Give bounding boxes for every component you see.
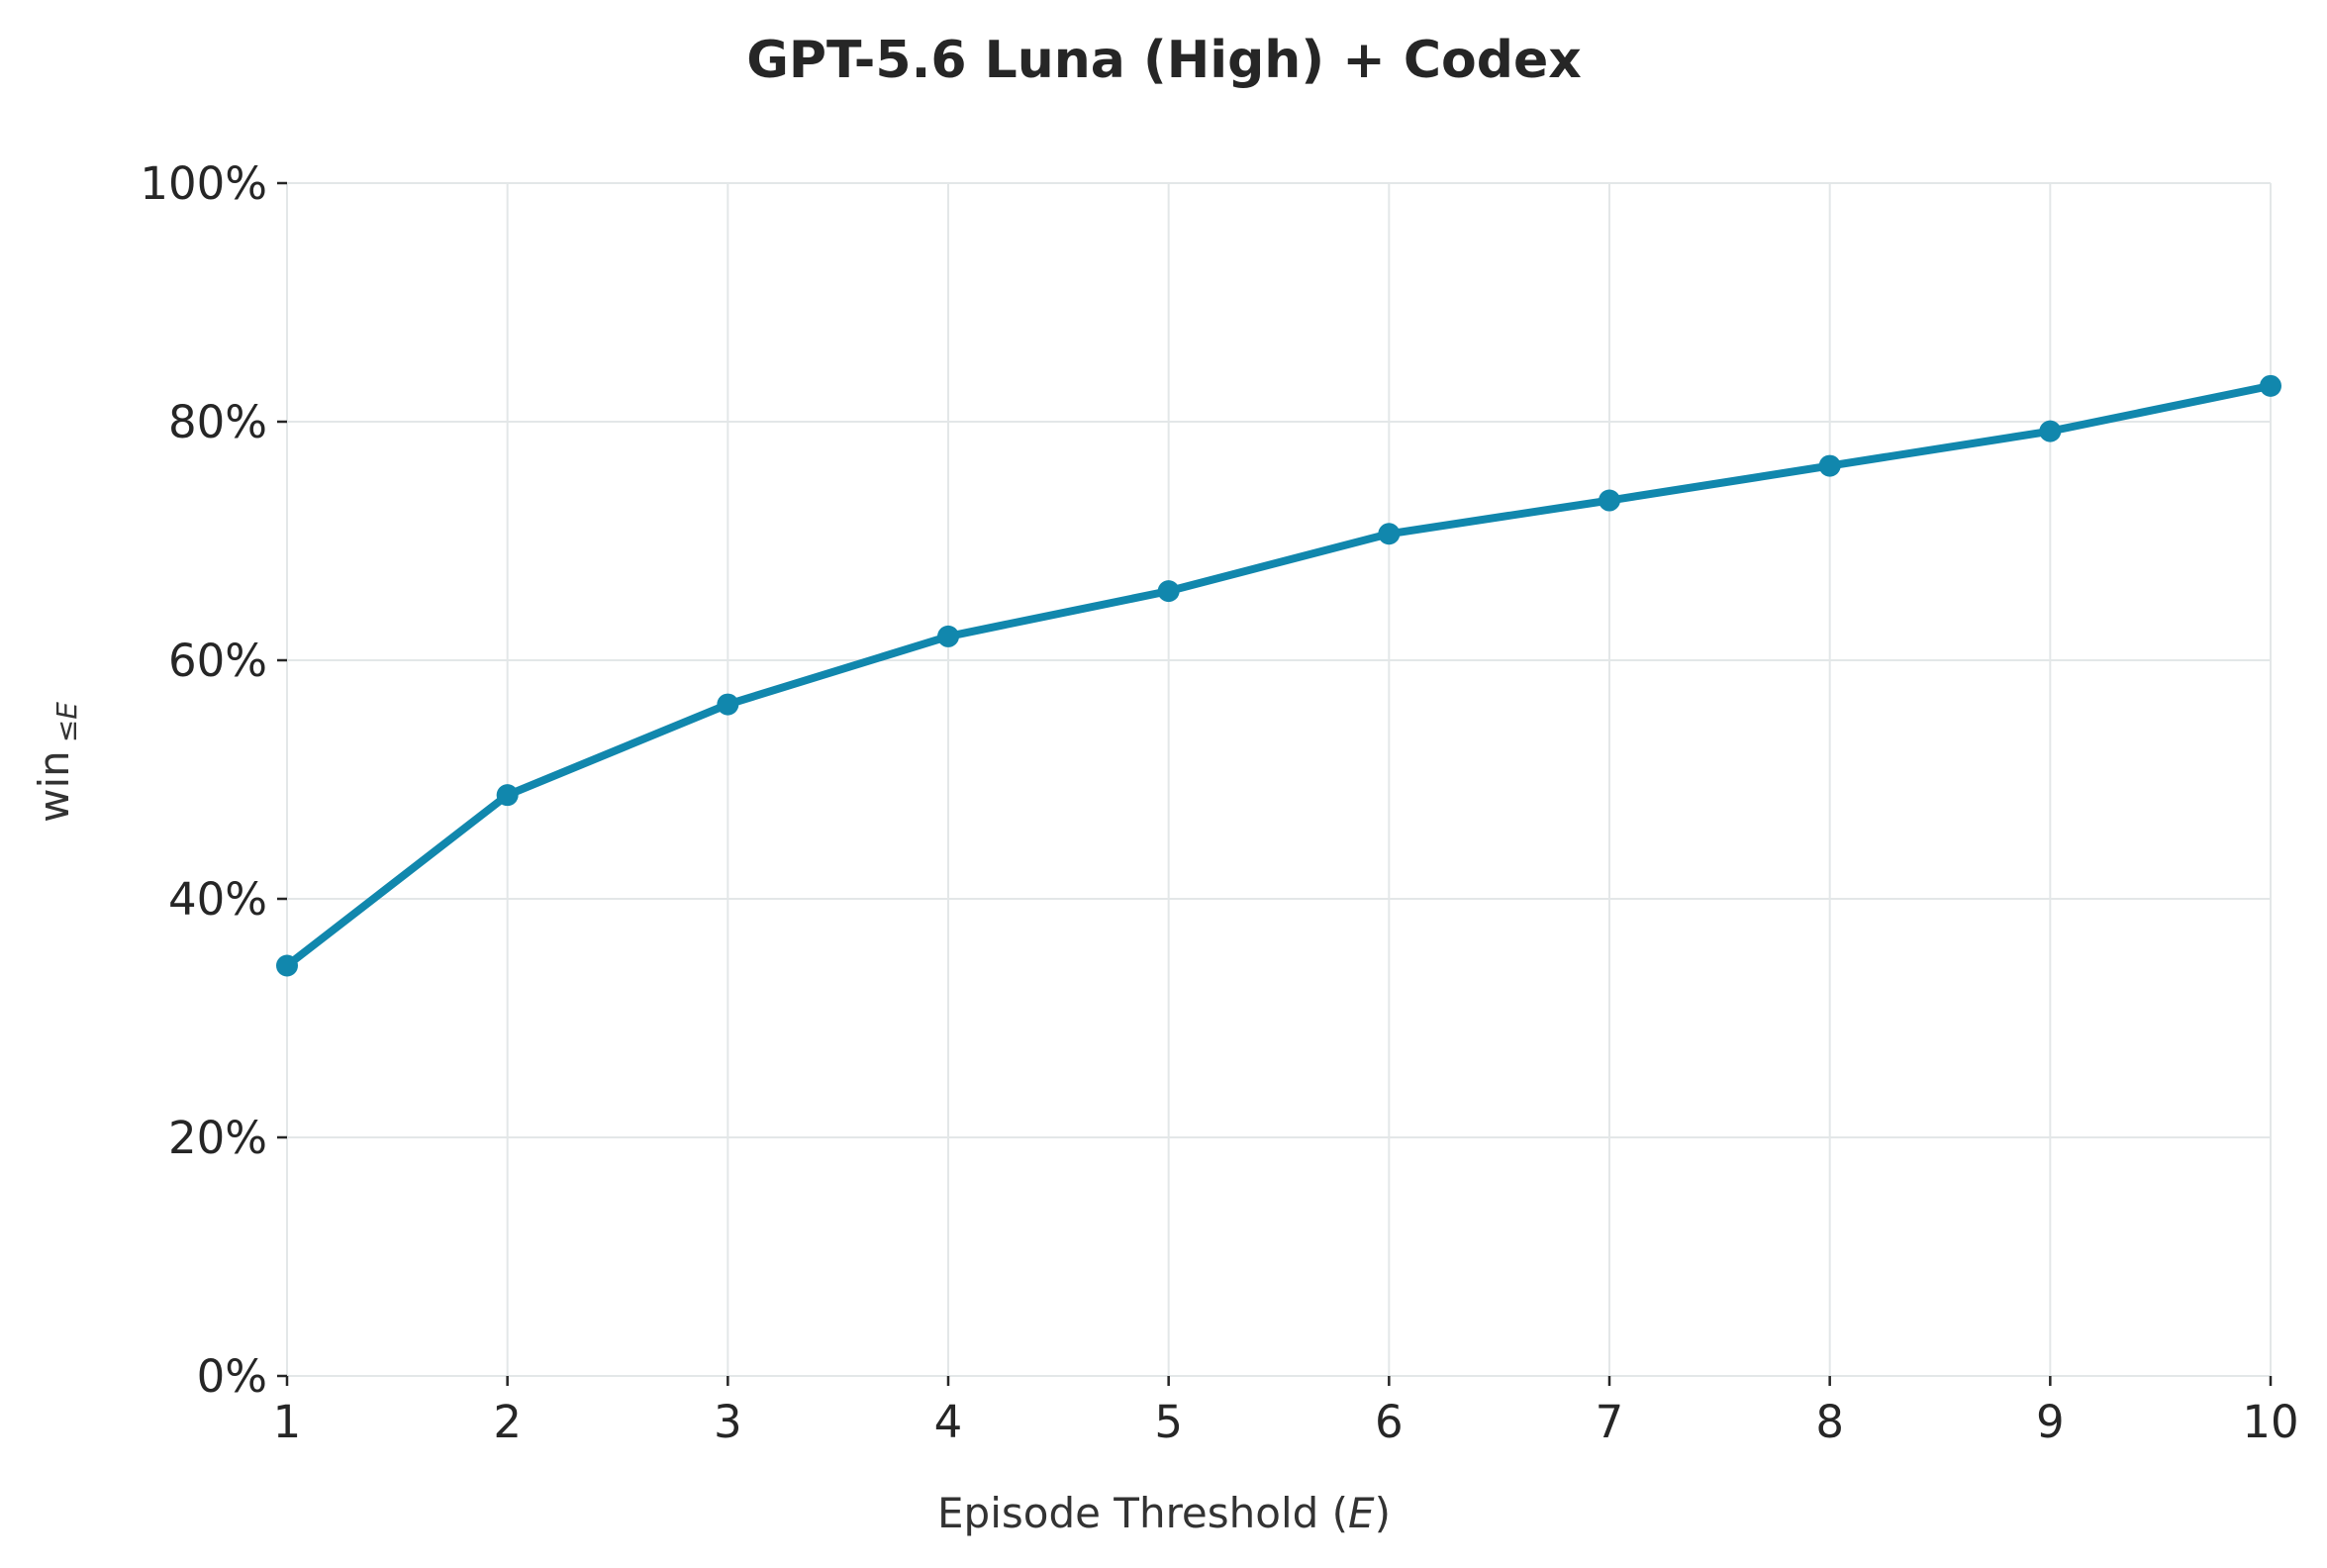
series-layer [276,374,2281,977]
data-point-1 [276,954,298,977]
y-axis-label-subscript: ≤E [50,702,83,742]
y-tick-label-5: 80% [168,396,267,448]
data-point-10 [2260,374,2281,397]
y-axis-label: win ≤E [30,702,83,823]
axis-ticks: 1 2 3 4 5 6 7 8 9 100%20%40%60%80%100% [140,157,2298,1448]
x-tick-label-10: 10 [2242,1396,2298,1448]
svg-text:win≤E: win ≤E [30,702,83,823]
x-axis-label-suffix: ) [1375,1489,1391,1537]
y-axis-label-main: win [30,750,78,823]
x-axis-label-prefix: Episode Threshold ( [937,1489,1348,1537]
data-point-5 [1157,580,1180,603]
x-tick-label-4: 4 [934,1396,963,1448]
x-tick-label-3: 3 [714,1396,742,1448]
series-line-1 [283,381,2275,970]
y-tick-label-2: 20% [168,1112,267,1164]
chart-title: GPT-5.6 Luna (High) + Codex [746,31,1582,90]
x-tick-label-6: 6 [1375,1396,1404,1448]
x-axis-label-italic: E [1348,1489,1375,1537]
data-point-3 [717,693,739,716]
data-point-8 [1818,454,1841,477]
x-tick-label-7: 7 [1596,1396,1624,1448]
data-point-6 [1378,523,1401,545]
data-point-9 [2039,420,2062,442]
y-tick-label-1: 0% [197,1350,267,1403]
x-tick-label-8: 8 [1815,1396,1844,1448]
x-tick-label-1: 1 [273,1396,302,1448]
x-tick-label-5: 5 [1154,1396,1183,1448]
x-tick-label-2: 2 [493,1396,522,1448]
x-axis-label: Episode Threshold (E) [937,1489,1391,1537]
data-point-2 [496,784,519,807]
y-tick-label-3: 40% [168,873,267,926]
gridlines [286,182,2272,1377]
x-tick-label-9: 9 [2036,1396,2065,1448]
data-point-7 [1599,489,1620,512]
y-tick-label-6: 100% [140,157,267,210]
y-tick-label-4: 60% [168,635,267,687]
data-point-4 [937,625,959,647]
